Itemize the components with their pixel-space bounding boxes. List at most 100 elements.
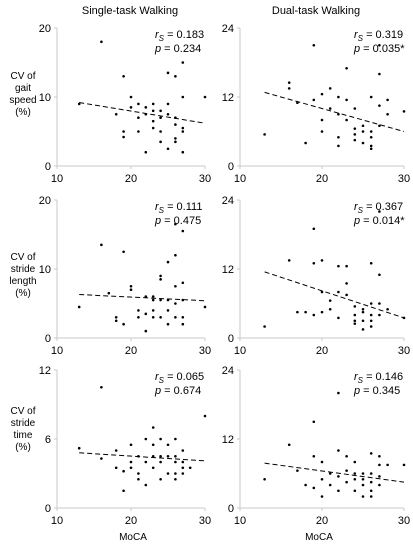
data-point (328, 307, 332, 311)
data-point (129, 466, 133, 470)
data-point (122, 135, 125, 139)
trend-line (79, 452, 206, 462)
x-tick-label: 20 (125, 515, 137, 527)
y-tick-label: 0 (45, 161, 51, 173)
data-point (166, 147, 170, 151)
y-tick-label: 24 (222, 23, 234, 35)
data-point (166, 322, 170, 326)
data-point (181, 61, 185, 64)
x-axis-label-right: MoCA (305, 532, 333, 543)
data-point (114, 316, 118, 319)
stat-p-label: p = 0.234 (154, 43, 201, 55)
data-point (77, 102, 81, 106)
data-point (181, 150, 185, 154)
data-point (174, 140, 177, 144)
data-point (181, 472, 185, 475)
data-point (181, 466, 185, 470)
data-point (320, 310, 324, 314)
data-point (129, 95, 133, 99)
stat-r-label: rS = 0.367 (354, 201, 403, 215)
data-point (312, 261, 316, 265)
data-point (159, 316, 162, 319)
data-point (320, 460, 324, 464)
data-point (129, 443, 133, 447)
stat-p-label: p = 0.345 (353, 385, 400, 397)
data-point (151, 466, 155, 470)
data-point (320, 118, 324, 122)
data-point (129, 106, 133, 109)
data-point (369, 472, 373, 475)
data-point (159, 140, 162, 144)
data-point (328, 472, 332, 475)
data-point (144, 312, 148, 316)
data-point (353, 322, 357, 325)
data-point (328, 107, 332, 110)
data-point (151, 109, 155, 113)
data-point (345, 454, 348, 458)
data-point (369, 480, 373, 484)
y-tick-label: 20 (39, 23, 51, 35)
data-point (361, 124, 365, 128)
data-point (361, 477, 365, 481)
data-point (378, 475, 381, 478)
y-tick-label: 10 (39, 92, 51, 104)
data-point (166, 112, 170, 116)
y-tick-label: 0 (228, 503, 234, 515)
data-point (287, 87, 291, 90)
data-point (337, 391, 340, 395)
data-point (151, 126, 155, 130)
data-point (353, 127, 357, 130)
y-tick-label: 0 (228, 161, 234, 173)
data-point (166, 472, 170, 475)
trend-line (79, 294, 206, 302)
data-point (114, 449, 118, 452)
data-point (159, 274, 162, 278)
data-point (151, 295, 155, 298)
data-point (181, 130, 185, 133)
data-point (122, 130, 125, 133)
y-tick-label: 24 (222, 365, 234, 377)
data-point (361, 319, 365, 323)
data-point (174, 302, 177, 305)
data-point (100, 385, 103, 389)
data-point (378, 483, 381, 487)
data-point (353, 489, 357, 493)
data-point (174, 477, 177, 481)
x-tick-label: 30 (398, 173, 410, 185)
data-point (296, 310, 299, 314)
data-point (159, 460, 162, 464)
data-point (345, 118, 348, 122)
data-point (361, 495, 365, 498)
data-point (122, 469, 125, 473)
x-tick-label: 20 (125, 345, 137, 357)
x-tick-label: 20 (125, 173, 137, 185)
data-point (353, 460, 357, 464)
row-label-stride-length: CV of stride length (%) (3, 252, 43, 300)
row-label-line: (%) (15, 288, 31, 299)
data-point (378, 210, 381, 213)
row-label-line: stride (10, 418, 36, 429)
data-point (166, 260, 170, 264)
x-tick-label: 10 (51, 173, 63, 185)
data-point (174, 253, 177, 257)
data-point (174, 472, 177, 475)
data-point (144, 106, 148, 109)
data-point (122, 250, 125, 254)
data-point (263, 133, 266, 136)
data-point (151, 443, 155, 447)
data-point (159, 130, 162, 133)
data-point (328, 483, 332, 487)
y-tick-label: 12 (222, 92, 234, 104)
data-point (166, 309, 170, 312)
data-point (337, 112, 340, 116)
stat-p-label: p = 0.035* (353, 43, 405, 55)
data-point (144, 150, 148, 154)
y-tick-label: 0 (228, 333, 234, 345)
data-point (369, 135, 373, 139)
data-point (77, 446, 81, 450)
data-point (328, 299, 332, 302)
trend-line (264, 271, 405, 319)
data-point (114, 466, 118, 470)
data-point (369, 452, 373, 455)
data-point (151, 102, 155, 106)
